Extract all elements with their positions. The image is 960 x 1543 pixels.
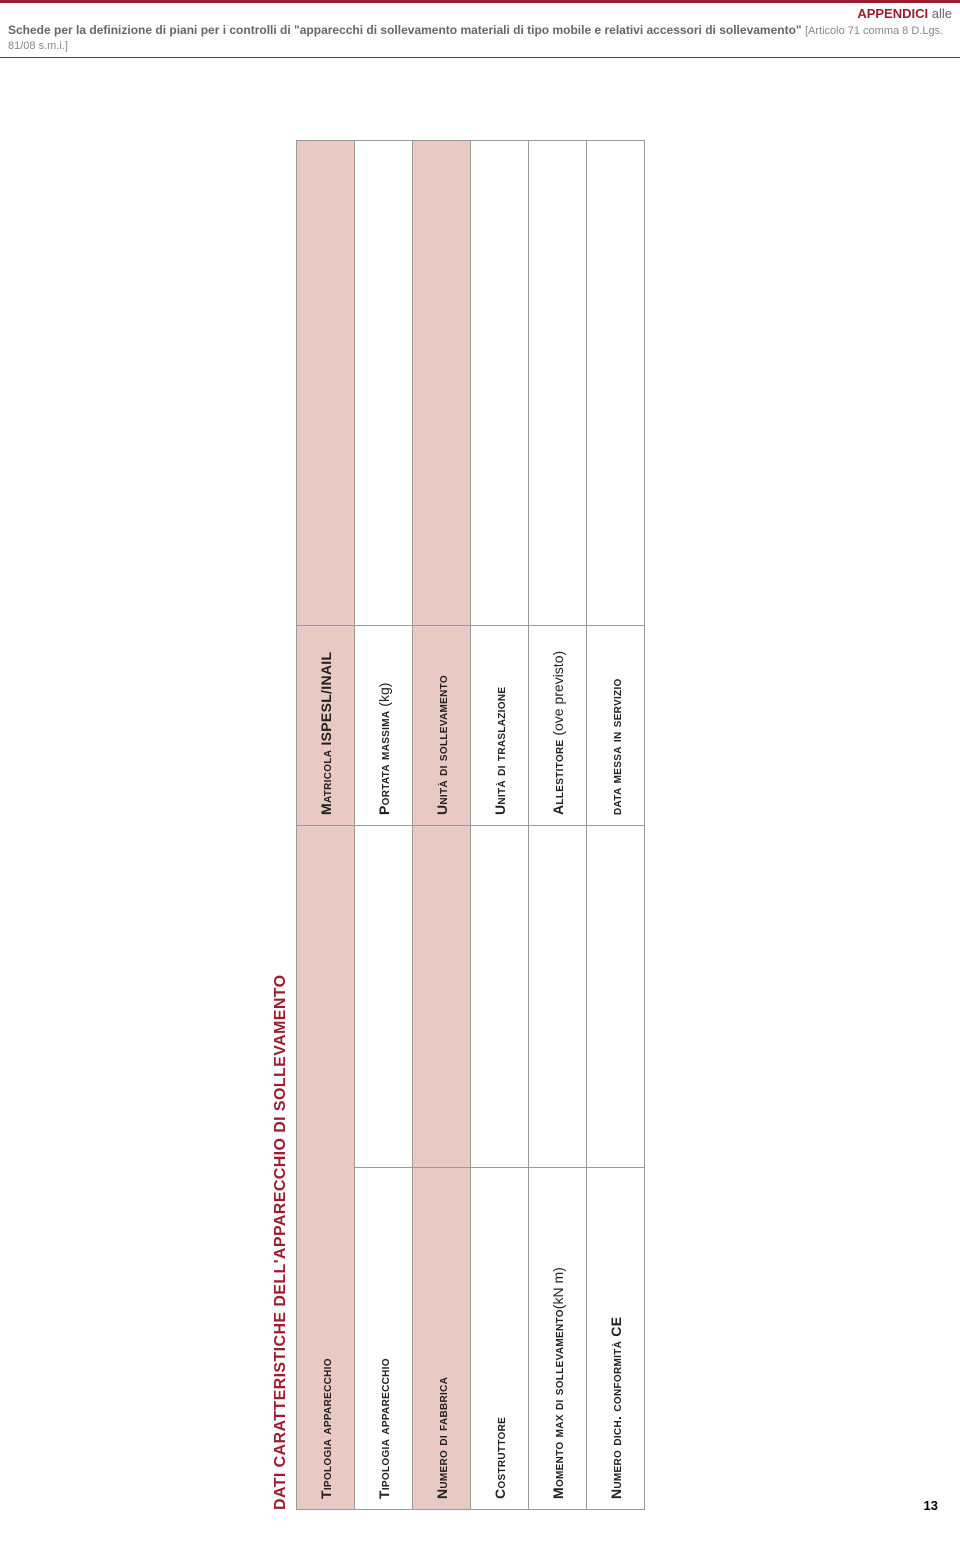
value-cell-left bbox=[413, 826, 471, 1168]
appendix-label: APPENDICI bbox=[857, 6, 928, 21]
table-row: Numero di fabbrica Unità di sollevamento bbox=[413, 141, 471, 1510]
label-cell-left: Numero di fabbrica bbox=[413, 1168, 471, 1510]
subtitle-prefix: Schede per la definizione di piani per i… bbox=[8, 23, 294, 37]
subtitle-quote: "apparecchi di sollevamento materiali di… bbox=[294, 23, 802, 37]
label-text: Matricola ISPESL/INAIL bbox=[318, 652, 334, 815]
table-row: Tipologia apparecchio Matricola ISPESL/IN… bbox=[297, 141, 355, 1510]
appendix-line: APPENDICI alle bbox=[8, 6, 952, 21]
label-sub: (kN m) bbox=[550, 1268, 566, 1310]
label-text: Portata massima bbox=[376, 711, 392, 815]
value-cell-left bbox=[471, 826, 529, 1168]
value-cell-right bbox=[587, 141, 645, 626]
label-sub: (ove previsto) bbox=[550, 651, 566, 740]
rotated-content: DATI CARATTERISTICHE DELL'APPARECCHIO DI… bbox=[272, 140, 645, 1510]
table-row: Costruttore Unità di traslazione bbox=[471, 141, 529, 1510]
label-cell-left: Tipologia apparecchio bbox=[355, 1168, 413, 1510]
label-cell-right: Unità di traslazione bbox=[471, 626, 529, 826]
label-text: Costruttore bbox=[492, 1417, 508, 1499]
value-cell-left bbox=[529, 826, 587, 1168]
label-text: Numero di fabbrica bbox=[434, 1377, 450, 1499]
label-cell-left: Momento max di sollevamento(kN m) bbox=[529, 1168, 587, 1510]
label-cell-right: data messa in servizio bbox=[587, 626, 645, 826]
value-cell-left bbox=[587, 826, 645, 1168]
label-cell-left: Tipologia apparecchio bbox=[297, 826, 355, 1510]
table-row: Momento max di sollevamento(kN m) Allesti… bbox=[529, 141, 587, 1510]
label-text: Tipologia apparecchio bbox=[318, 1359, 334, 1500]
value-cell-right bbox=[355, 141, 413, 626]
value-cell-left bbox=[355, 826, 413, 1168]
label-cell-right: Unità di sollevamento bbox=[413, 626, 471, 826]
section-title: DATI CARATTERISTICHE DELL'APPARECCHIO DI… bbox=[272, 140, 290, 1510]
label-text: Numero dich. conformità CE bbox=[608, 1317, 624, 1499]
label-text: Unità di traslazione bbox=[492, 687, 508, 815]
table-row: Tipologia apparecchio Portata massima (kg… bbox=[355, 141, 413, 1510]
appendix-suffix: alle bbox=[932, 6, 952, 21]
page-body: DATI CARATTERISTICHE DELL'APPARECCHIO DI… bbox=[0, 58, 960, 1523]
page-number: 13 bbox=[924, 1498, 938, 1513]
value-cell-right bbox=[471, 141, 529, 626]
characteristics-table: Tipologia apparecchio Matricola ISPESL/IN… bbox=[296, 140, 645, 1510]
value-cell-right bbox=[413, 141, 471, 626]
label-text: Unità di sollevamento bbox=[434, 675, 450, 815]
header-band: APPENDICI alle Schede per la definizione… bbox=[0, 0, 960, 58]
label-text: Momento max di sollevamento bbox=[550, 1310, 566, 1500]
label-cell-left: Costruttore bbox=[471, 1168, 529, 1510]
label-cell-right: Allestitore (ove previsto) bbox=[529, 626, 587, 826]
label-cell-right: Matricola ISPESL/INAIL bbox=[297, 626, 355, 826]
subtitle-line: Schede per la definizione di piani per i… bbox=[8, 21, 952, 53]
label-cell-left: Numero dich. conformità CE bbox=[587, 1168, 645, 1510]
label-cell-right: Portata massima (kg) bbox=[355, 626, 413, 826]
value-cell-right bbox=[529, 141, 587, 626]
label-sub: (kg) bbox=[376, 683, 392, 711]
label-text: Allestitore bbox=[550, 740, 566, 815]
label-text: Tipologia apparecchio bbox=[376, 1359, 392, 1500]
table-row: Numero dich. conformità CE data messa in … bbox=[587, 141, 645, 1510]
label-text: data messa in servizio bbox=[608, 679, 624, 816]
value-cell-right bbox=[297, 141, 355, 626]
